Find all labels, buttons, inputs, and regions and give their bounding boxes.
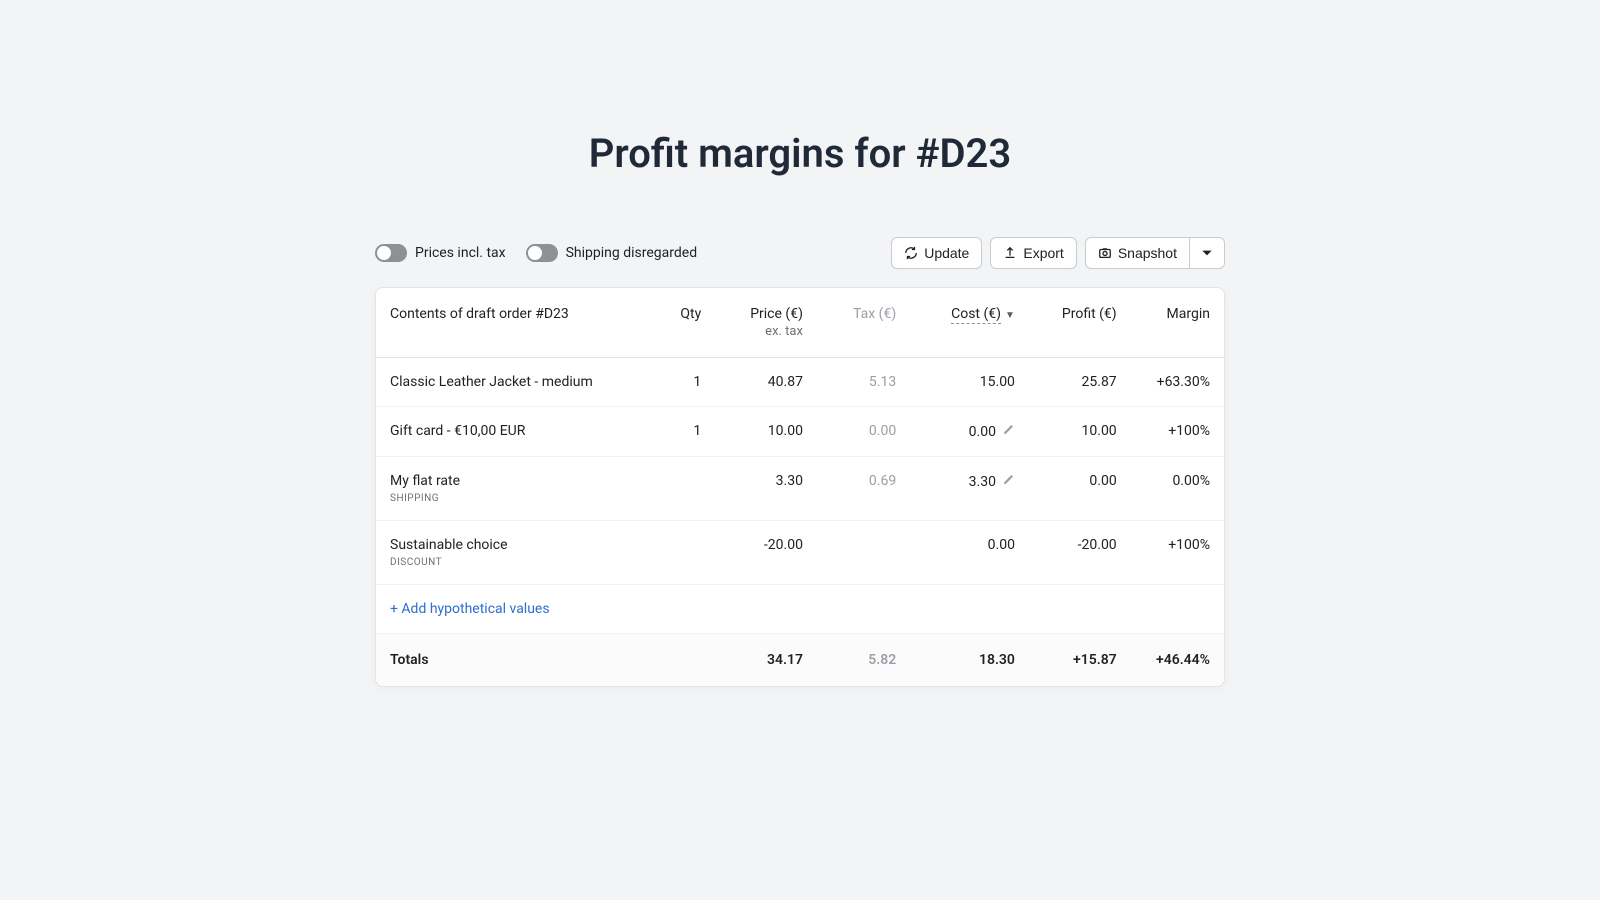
row-qty [656,521,715,585]
prices-incl-tax-toggle[interactable] [375,244,407,262]
row-profit: 25.87 [1029,358,1131,407]
shipping-disregarded-toggle[interactable] [526,244,558,262]
add-hypothetical-link[interactable]: + Add hypothetical values [376,585,1224,634]
row-tax [817,521,910,585]
row-cost: 3.30 [910,457,1029,521]
col-tax: Tax (€) [817,288,910,358]
row-margin: +100% [1131,521,1224,585]
chevron-down-icon [1200,246,1214,260]
row-profit: 0.00 [1029,457,1131,521]
row-name: Gift card - €10,00 EUR [376,407,656,457]
totals-margin: +46.44% [1131,634,1224,687]
col-profit: Profit (€) [1029,288,1131,358]
refresh-icon [904,246,918,260]
caret-down-icon: ▼ [1005,310,1015,321]
row-tax: 0.69 [817,457,910,521]
shipping-disregarded-label: Shipping disregarded [566,245,698,261]
row-cost: 0.00 [910,521,1029,585]
row-name: My flat rateSHIPPING [376,457,656,521]
totals-cost: 18.30 [910,634,1029,687]
toolbar: Prices incl. tax Shipping disregarded Up… [375,237,1225,287]
row-price: 10.00 [715,407,817,457]
export-button[interactable]: Export [990,237,1076,269]
row-qty [656,457,715,521]
update-label: Update [924,245,969,261]
row-margin: 0.00% [1131,457,1224,521]
row-tax: 5.13 [817,358,910,407]
pencil-icon[interactable] [1002,473,1015,486]
row-cost: 15.00 [910,358,1029,407]
table-row: Gift card - €10,00 EUR110.000.000.0010.0… [376,407,1224,457]
row-qty: 1 [656,358,715,407]
camera-icon [1098,246,1112,260]
row-name: Sustainable choiceDISCOUNT [376,521,656,585]
row-cost: 0.00 [910,407,1029,457]
col-contents: Contents of draft order #D23 [376,288,656,358]
snapshot-button[interactable]: Snapshot [1085,237,1190,269]
prices-incl-tax-label: Prices incl. tax [415,245,506,261]
totals-profit: +15.87 [1029,634,1131,687]
row-name: Classic Leather Jacket - medium [376,358,656,407]
snapshot-dropdown-button[interactable] [1190,237,1225,269]
row-price: -20.00 [715,521,817,585]
row-tag: SHIPPING [390,493,642,504]
table-row: Sustainable choiceDISCOUNT-20.000.00-20.… [376,521,1224,585]
row-margin: +63.30% [1131,358,1224,407]
pencil-icon[interactable] [1002,423,1015,436]
col-cost[interactable]: Cost (€)▼ [910,288,1029,358]
profit-table-card: Contents of draft order #D23 Qty Price (… [375,287,1225,687]
table-row: My flat rateSHIPPING3.300.693.300.000.00… [376,457,1224,521]
table-row: Classic Leather Jacket - medium140.875.1… [376,358,1224,407]
row-margin: +100% [1131,407,1224,457]
row-price: 3.30 [715,457,817,521]
col-qty: Qty [656,288,715,358]
col-margin: Margin [1131,288,1224,358]
totals-row: Totals 34.17 5.82 18.30 +15.87 +46.44% [376,634,1224,687]
row-price: 40.87 [715,358,817,407]
row-qty: 1 [656,407,715,457]
totals-tax: 5.82 [817,634,910,687]
update-button[interactable]: Update [891,237,982,269]
profit-table: Contents of draft order #D23 Qty Price (… [376,288,1224,686]
row-tax: 0.00 [817,407,910,457]
totals-price: 34.17 [715,634,817,687]
page-title: Profit margins for #D23 [0,0,1600,237]
upload-icon [1003,246,1017,260]
row-profit: -20.00 [1029,521,1131,585]
col-price: Price (€) ex. tax [715,288,817,358]
snapshot-label: Snapshot [1118,245,1177,261]
export-label: Export [1023,245,1063,261]
row-profit: 10.00 [1029,407,1131,457]
row-tag: DISCOUNT [390,557,642,568]
totals-label: Totals [376,634,656,687]
